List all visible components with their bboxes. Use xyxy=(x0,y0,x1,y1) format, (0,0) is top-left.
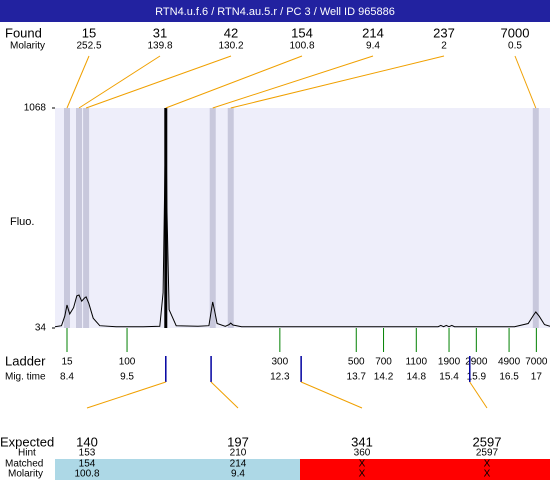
peak-band xyxy=(76,108,83,328)
hint: 210 xyxy=(230,448,247,459)
peak-band xyxy=(227,108,234,328)
expected-size: 140 xyxy=(76,434,98,449)
found-molarity: 252.5 xyxy=(76,41,101,52)
peak-band xyxy=(83,108,90,328)
found-leader xyxy=(66,55,90,109)
expected-molarity: 100.8 xyxy=(74,469,99,480)
ladder-time: 15.9 xyxy=(467,372,487,383)
found-size: 214 xyxy=(362,25,384,40)
ladder-label: Ladder xyxy=(5,353,46,368)
trace xyxy=(54,107,550,328)
ladder-size: 15 xyxy=(61,357,73,368)
expected-leader xyxy=(210,381,239,409)
ladder-time: 16.5 xyxy=(499,372,519,383)
expected-leader xyxy=(300,381,363,409)
found-molarity: 0.5 xyxy=(508,41,522,52)
ladder-size: 2900 xyxy=(465,357,488,368)
matched: 214 xyxy=(230,459,247,470)
peak-band xyxy=(164,108,168,328)
found-leader xyxy=(165,55,303,109)
match-background xyxy=(424,459,550,480)
found-molarity-label: Molarity xyxy=(10,41,45,52)
found-size: 31 xyxy=(153,25,167,40)
expected-molarity: X xyxy=(359,469,366,480)
ladder-size: 7000 xyxy=(525,357,548,368)
y-label: Fluo. xyxy=(10,216,34,228)
found-size: 154 xyxy=(291,25,313,40)
ladder-time: 17 xyxy=(531,372,543,383)
found-molarity: 100.8 xyxy=(289,41,314,52)
plot-area xyxy=(55,108,550,328)
ladder-time: 14.8 xyxy=(407,372,427,383)
hint: 153 xyxy=(79,448,96,459)
mig-time-label: Mig. time xyxy=(5,372,46,383)
peak-band xyxy=(532,108,539,328)
expected-size: 197 xyxy=(227,434,249,449)
ladder-size: 1900 xyxy=(438,357,461,368)
ladder-time: 14.2 xyxy=(374,372,394,383)
hint: 360 xyxy=(354,448,371,459)
peak-band xyxy=(64,108,71,328)
expected-molarity: X xyxy=(484,469,491,480)
expected-size: 2597 xyxy=(473,434,502,449)
title: RTN4.u.f.6 / RTN4.au.5.r / PC 3 / Well I… xyxy=(155,6,395,18)
ladder-time: 13.7 xyxy=(347,372,367,383)
ladder-size: 700 xyxy=(375,357,392,368)
ladder-size: 300 xyxy=(272,357,289,368)
found-molarity: 2 xyxy=(441,41,447,52)
expected-leader xyxy=(469,381,488,409)
found-size: 42 xyxy=(224,25,238,40)
found-size: 7000 xyxy=(501,25,530,40)
found-molarity: 139.8 xyxy=(147,41,172,52)
ladder-time: 12.3 xyxy=(270,372,290,383)
title-bar xyxy=(0,0,550,22)
matched-label: Matched xyxy=(5,459,43,470)
ladder-size: 500 xyxy=(348,357,365,368)
expected-size: 341 xyxy=(351,434,373,449)
matched: 154 xyxy=(79,459,96,470)
hint-label: Hint xyxy=(18,448,36,459)
hint: 2597 xyxy=(476,448,499,459)
expected-molarity-label: Molarity xyxy=(8,469,43,480)
found-leader xyxy=(78,55,161,109)
matched: X xyxy=(359,459,366,470)
ladder-size: 1100 xyxy=(406,357,428,368)
ladder-time: 15.4 xyxy=(439,372,459,383)
ladder-time: 8.4 xyxy=(60,372,74,383)
found-molarity: 9.4 xyxy=(366,41,380,52)
found-size: 15 xyxy=(82,25,96,40)
found-molarity: 130.2 xyxy=(218,41,243,52)
expected-label: Expected xyxy=(0,434,54,449)
found-leader xyxy=(514,55,537,109)
matched: X xyxy=(484,459,491,470)
found-leader xyxy=(230,55,445,109)
match-background xyxy=(300,459,425,480)
peak-band xyxy=(209,108,216,328)
found-leader xyxy=(212,55,374,109)
match-background xyxy=(162,459,300,480)
found-leader xyxy=(85,55,232,109)
found-label: Found xyxy=(5,25,42,40)
ladder-time: 9.5 xyxy=(120,372,134,383)
match-background xyxy=(55,459,163,480)
y-tick-label: 34 xyxy=(35,323,47,334)
expected-leader xyxy=(86,381,166,409)
found-size: 237 xyxy=(433,25,455,40)
ladder-size: 4900 xyxy=(498,357,521,368)
expected-molarity: 9.4 xyxy=(231,469,245,480)
ladder-size: 100 xyxy=(119,357,136,368)
y-tick-label: 1068 xyxy=(24,103,47,114)
